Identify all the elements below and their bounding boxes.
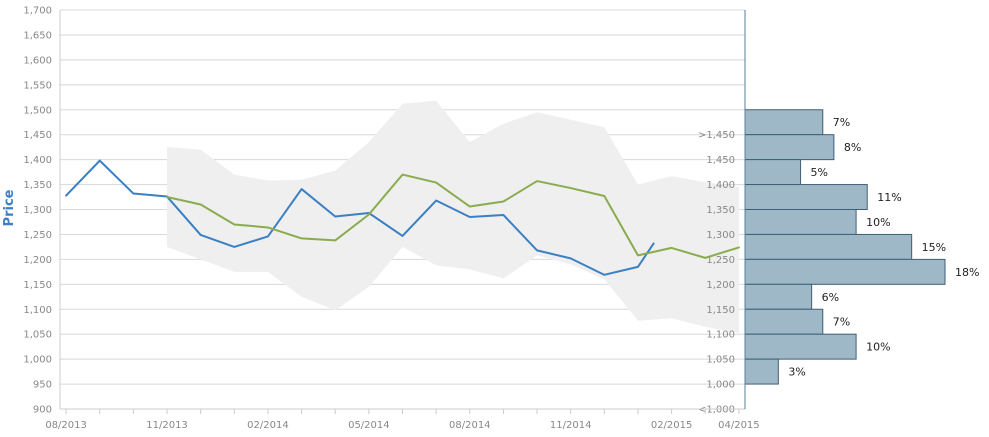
axis-layer: 900 950 1,000 1,050 1,100 1,150 1,200 1,250 1,30… bbox=[23, 6, 759, 432]
y-tick-label: 900 bbox=[33, 405, 52, 416]
histogram-bar bbox=[744, 184, 868, 210]
histogram-category-label: 1,050 bbox=[706, 355, 735, 366]
histogram-bar bbox=[744, 308, 824, 335]
y-tick-label: 1,500 bbox=[23, 105, 52, 116]
y-tick-label: 1,250 bbox=[23, 230, 52, 241]
histogram-bar bbox=[744, 134, 835, 161]
histogram-category-label: 1,450 bbox=[706, 155, 735, 166]
histogram-percent-label: 11% bbox=[877, 191, 901, 204]
histogram-bar bbox=[744, 283, 813, 310]
y-tick-label: 950 bbox=[33, 380, 52, 391]
histogram-percent-label: 10% bbox=[866, 216, 890, 229]
forecast-price-line bbox=[166, 173, 740, 259]
x-tick-label: 05/2014 bbox=[348, 420, 390, 431]
histogram-bar bbox=[744, 358, 779, 385]
x-tick-label: 11/2014 bbox=[550, 420, 592, 431]
histogram-percent-label: 10% bbox=[866, 341, 890, 354]
y-tick-label: 1,150 bbox=[23, 280, 52, 291]
y-tick-label: 1,700 bbox=[23, 6, 52, 17]
y-tick-label: 1,400 bbox=[23, 155, 52, 166]
y-tick-label: 1,100 bbox=[23, 305, 52, 316]
histogram-percent-label: 8% bbox=[844, 141, 861, 154]
histogram-percent-label: 3% bbox=[788, 366, 805, 379]
histogram-category-label: 1,400 bbox=[706, 180, 735, 191]
y-axis-title: Price bbox=[2, 189, 17, 226]
x-tick-label: 02/2014 bbox=[247, 420, 289, 431]
histogram-percent-label: 15% bbox=[922, 241, 946, 254]
x-tick-label: 04/2015 bbox=[718, 420, 760, 431]
histogram-category-label: 1,150 bbox=[706, 305, 735, 316]
histogram-category-label: 1,250 bbox=[706, 255, 735, 266]
histogram-layer: 7% 8% 5% 11% 10% 15% 18% 6% 7% 10% 3% <1,000 1,000 1,… bbox=[698, 109, 979, 416]
y-tick-label: 1,350 bbox=[23, 180, 52, 191]
y-tick-label: 1,600 bbox=[23, 55, 52, 66]
y-tick-label: 1,200 bbox=[23, 255, 52, 266]
histogram-category-label: 1,350 bbox=[706, 205, 735, 216]
histogram-percent-label: 6% bbox=[822, 291, 839, 304]
histogram-percent-label: 7% bbox=[833, 316, 850, 329]
series-layer bbox=[65, 159, 740, 276]
y-tick-label: 1,650 bbox=[23, 30, 52, 41]
histogram-percent-label: 5% bbox=[811, 166, 828, 179]
histogram-category-label: 1,200 bbox=[706, 280, 735, 291]
y-tick-label: 1,000 bbox=[23, 355, 52, 366]
histogram-bar bbox=[744, 159, 802, 186]
histogram-bar bbox=[744, 209, 857, 235]
x-tick-label: 02/2015 bbox=[651, 420, 693, 431]
histogram-bar bbox=[744, 109, 824, 136]
histogram-bar bbox=[744, 333, 857, 360]
y-tick-label: 1,550 bbox=[23, 80, 52, 91]
histogram-bar bbox=[744, 233, 913, 260]
histogram-category-label: 1,300 bbox=[706, 230, 735, 241]
histogram-category-label: <1,000 bbox=[698, 405, 735, 416]
histogram-percent-label: 18% bbox=[955, 266, 979, 279]
confidence-band bbox=[167, 100, 739, 334]
confidence-band-layer bbox=[167, 100, 739, 334]
y-tick-label: 1,300 bbox=[23, 205, 52, 216]
x-tick-label: 08/2013 bbox=[45, 420, 87, 431]
histogram-category-label: >1,450 bbox=[698, 130, 735, 141]
histogram-percent-label: 7% bbox=[833, 116, 850, 129]
x-tick-label: 08/2014 bbox=[449, 420, 491, 431]
histogram-bar bbox=[744, 258, 946, 285]
histogram-category-label: 1,000 bbox=[706, 380, 735, 391]
x-tick-label: 11/2013 bbox=[146, 420, 188, 431]
y-tick-label: 1,050 bbox=[23, 330, 52, 341]
histogram-category-label: 1,100 bbox=[706, 330, 735, 341]
y-tick-label: 1,450 bbox=[23, 130, 52, 141]
